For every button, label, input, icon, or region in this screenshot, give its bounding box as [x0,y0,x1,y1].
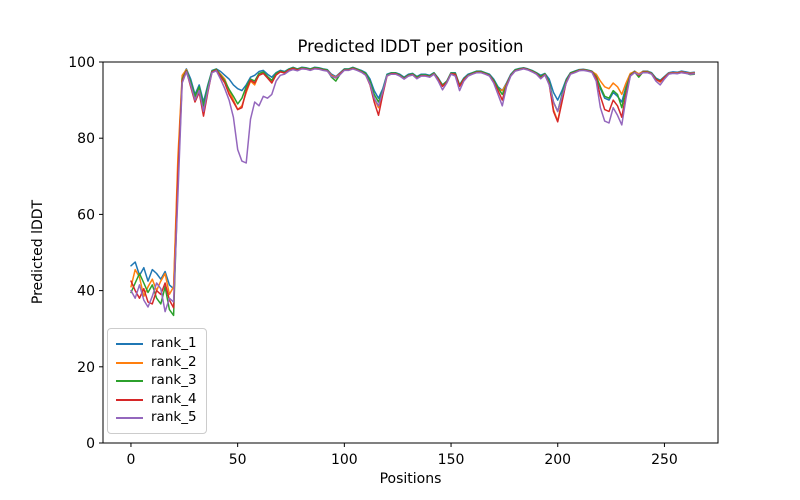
x-tick-label: 100 [331,452,358,468]
y-tick-label: 20 [77,360,95,376]
legend-label: rank_3 [151,372,197,389]
legend-label: rank_5 [151,409,197,426]
legend-line-sample [116,398,143,401]
x-axis-label: Positions [379,471,442,487]
legend-entry-rank_5: rank_5 [116,409,198,427]
legend-entry-rank_2: rank_2 [116,354,198,372]
legend: rank_1 rank_2 rank_3 rank_4 rank_5 [107,328,207,434]
series-line-rank_4 [130,67,696,309]
legend-entry-rank_3: rank_3 [116,372,198,390]
y-tick-label: 40 [77,284,95,300]
series-line-rank_3 [130,66,696,317]
x-tick-label: 150 [438,452,465,468]
legend-entry-rank_1: rank_1 [116,335,198,353]
series-line-rank_2 [130,67,696,298]
legend-label: rank_1 [151,335,197,352]
legend-label: rank_4 [151,390,197,407]
y-tick-label: 80 [77,131,95,147]
legend-line-sample [116,417,143,419]
x-tick-label: 0 [126,452,135,468]
legend-line-sample [116,380,143,382]
series-line-rank_5 [130,68,696,313]
x-tick-label: 200 [544,452,571,468]
y-tick-label: 0 [86,436,95,452]
legend-line-sample [116,343,143,345]
y-tick-label: 60 [77,207,95,223]
x-tick-label: 50 [229,452,247,468]
chart-title: Predicted lDDT per position [297,37,524,56]
x-tick-label: 250 [651,452,678,468]
series-line-rank_1 [130,66,696,290]
axes-frame [102,61,719,444]
y-tick-label: 100 [68,55,95,71]
legend-entry-rank_4: rank_4 [116,391,198,409]
legend-line-sample [116,361,143,364]
legend-label: rank_2 [151,353,197,370]
y-axis-label: Predicted lDDT [30,199,46,304]
